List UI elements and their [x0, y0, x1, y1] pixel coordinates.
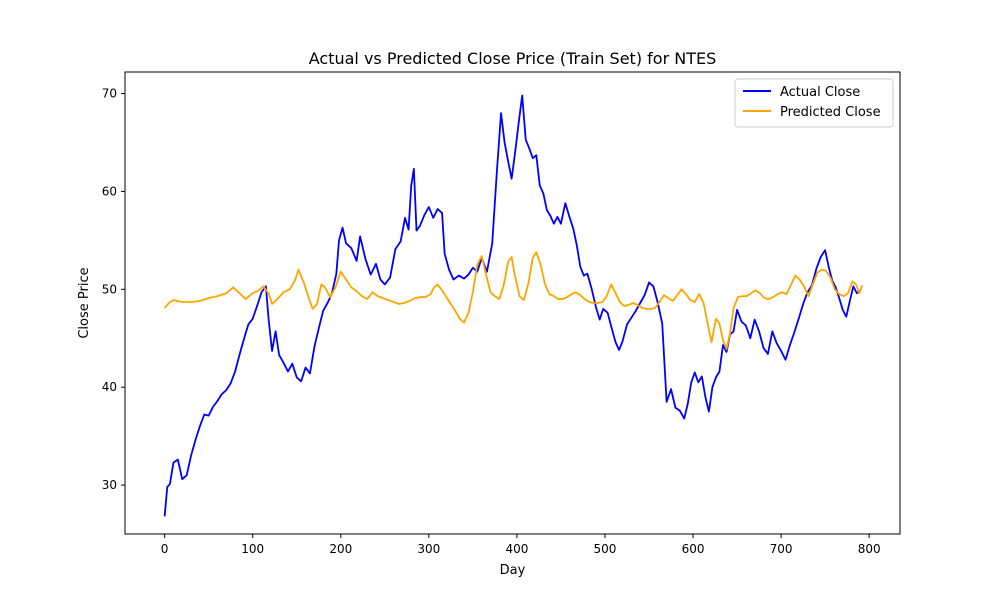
series-line-actual-close — [163, 94, 861, 517]
y-axis-label: Close Price — [77, 267, 92, 338]
x-tick-label: 600 — [682, 542, 705, 556]
y-tick-label: 30 — [102, 478, 117, 492]
x-tick-label: 0 — [161, 542, 169, 556]
series-layer — [163, 94, 863, 517]
chart-title: Actual vs Predicted Close Price (Train S… — [309, 49, 717, 68]
axes-frame — [124, 71, 901, 535]
x-axis-ticks: 0 100 200 300 400 500 600 700 800 — [161, 534, 881, 556]
legend-box — [734, 78, 894, 128]
legend-label-predicted-close: Predicted Close — [780, 105, 881, 120]
x-tick-label: 100 — [241, 542, 264, 556]
y-tick-label: 70 — [102, 87, 117, 101]
y-axis-ticks: 30 40 50 60 70 — [102, 87, 125, 492]
x-tick-label: 800 — [858, 542, 881, 556]
x-tick-label: 500 — [594, 542, 617, 556]
plot-area — [124, 71, 901, 535]
x-tick-label: 700 — [770, 542, 793, 556]
legend: Actual Close Predicted Close — [734, 78, 894, 128]
series-line-predicted-close — [163, 251, 863, 350]
x-tick-label: 200 — [329, 542, 352, 556]
y-tick-label: 60 — [102, 184, 117, 198]
x-axis-label: Day — [500, 563, 526, 578]
y-tick-label: 50 — [102, 282, 117, 296]
legend-label-actual-close: Actual Close — [780, 85, 860, 100]
y-tick-label: 40 — [102, 380, 117, 394]
x-tick-label: 400 — [505, 542, 528, 556]
x-tick-label: 300 — [417, 542, 440, 556]
